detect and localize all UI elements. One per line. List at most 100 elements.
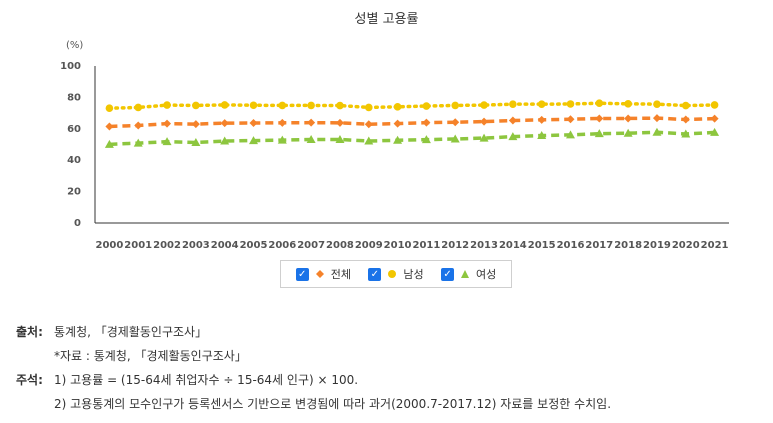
data-point (249, 136, 258, 145)
data-point (192, 101, 200, 110)
data-point (134, 103, 143, 112)
x-tick-label: 2016 (557, 240, 585, 251)
data-point (479, 133, 489, 142)
legend-item[interactable]: ✓ 남성 (368, 266, 424, 282)
data-point (653, 100, 661, 108)
data-point (104, 139, 114, 148)
check-icon[interactable]: ✓ (441, 267, 455, 281)
y-tick-label: 80 (67, 92, 81, 103)
x-tick-label: 2014 (499, 240, 527, 251)
x-tick-label: 2015 (528, 240, 556, 251)
check-icon[interactable]: ✓ (368, 267, 382, 281)
data-point (537, 131, 547, 140)
legend-item[interactable]: ✓ 전체 (295, 266, 351, 282)
legend-item[interactable]: ✓ 여성 (441, 266, 496, 282)
data-point (191, 120, 200, 129)
data-point (364, 103, 373, 112)
y-unit-label: (%) (66, 40, 83, 51)
x-tick-label: 2021 (701, 240, 729, 251)
data-point (105, 104, 114, 113)
notes: 출처: 통계청, 「경제활동인구조사」 *자료 : 통계청, 「경제활동인구조사… (16, 320, 611, 416)
x-tick-label: 2018 (614, 240, 642, 251)
y-tick-label: 20 (67, 187, 81, 198)
data-point (681, 115, 690, 124)
data-point (133, 138, 143, 147)
x-tick-label: 2002 (153, 240, 181, 251)
data-point (652, 127, 662, 136)
series-line (109, 130, 715, 147)
data-point (480, 117, 489, 126)
y-tick-label: 60 (67, 124, 81, 135)
x-tick-label: 2010 (384, 240, 412, 251)
data-point (393, 103, 402, 111)
source-text: 통계청, 「경제활동인구조사」 (54, 325, 208, 339)
data-point (162, 137, 172, 146)
data-point (450, 134, 460, 143)
check-icon[interactable]: ✓ (295, 267, 309, 281)
data-point (335, 134, 345, 143)
data-point (393, 119, 402, 128)
x-tick-label: 2001 (124, 240, 152, 251)
comment-1: 1) 고용률 = (15-64세 취업자수 ÷ 15-64세 인구) × 100… (54, 373, 359, 387)
data-point (306, 134, 316, 143)
series-circle (105, 99, 719, 113)
legend-marker-diamond (315, 270, 324, 278)
data-point (335, 118, 344, 127)
legend-marker-circle (388, 270, 397, 278)
data-point (508, 132, 518, 141)
data-point (421, 135, 431, 144)
x-tick-label: 2013 (470, 240, 498, 251)
series-diamond (105, 114, 719, 131)
data-point (509, 100, 517, 108)
data-point (249, 101, 258, 110)
chart-title: 성별 고용률 (354, 12, 419, 27)
series-triangle (104, 127, 720, 148)
data-point (220, 101, 229, 109)
x-tick-label: 2012 (441, 240, 469, 251)
data-point (220, 136, 230, 145)
x-tick-label: 2006 (268, 240, 296, 251)
data-point (566, 115, 575, 124)
data-point (566, 130, 575, 139)
data-point (681, 101, 690, 110)
data-point (364, 120, 373, 129)
x-tick-label: 2020 (672, 240, 700, 251)
data-source-text: *자료 : 통계청, 「경제활동인구조사」 (54, 349, 247, 363)
data-point (623, 128, 633, 137)
comment-2: 2) 고용통계의 모수인구가 등록센서스 기반으로 변경됨에 따라 과거(200… (54, 397, 612, 411)
data-point (624, 100, 632, 108)
legend-label: 전체 (330, 268, 351, 281)
data-point (422, 118, 431, 127)
data-point (163, 119, 172, 128)
series-line (109, 116, 715, 129)
legend-label: 여성 (476, 268, 497, 281)
data-point (508, 116, 517, 125)
data-point (393, 135, 403, 144)
y-tick-label: 100 (60, 61, 81, 72)
data-point (594, 129, 604, 138)
legend-label: 남성 (403, 268, 424, 281)
data-point (307, 101, 315, 110)
x-tick-label: 2003 (182, 240, 210, 251)
data-point (566, 100, 575, 108)
x-tick-label: 2009 (355, 240, 383, 251)
data-point (277, 135, 287, 144)
data-point (307, 118, 316, 127)
x-tick-label: 2017 (585, 240, 613, 251)
x-tick-label: 2011 (412, 240, 440, 251)
legend-marker-triangle (461, 270, 470, 278)
data-point (134, 121, 143, 130)
data-point (336, 101, 344, 110)
data-point (537, 115, 546, 124)
data-point (652, 114, 661, 123)
x-tick-label: 2004 (211, 240, 239, 251)
data-point (278, 101, 287, 110)
data-point (163, 101, 171, 109)
data-point (220, 119, 229, 128)
data-point (364, 136, 374, 145)
source-heading: 출처: (16, 325, 43, 339)
data-point (249, 118, 258, 127)
x-tick-label: 2007 (297, 240, 325, 251)
data-point (105, 122, 114, 131)
